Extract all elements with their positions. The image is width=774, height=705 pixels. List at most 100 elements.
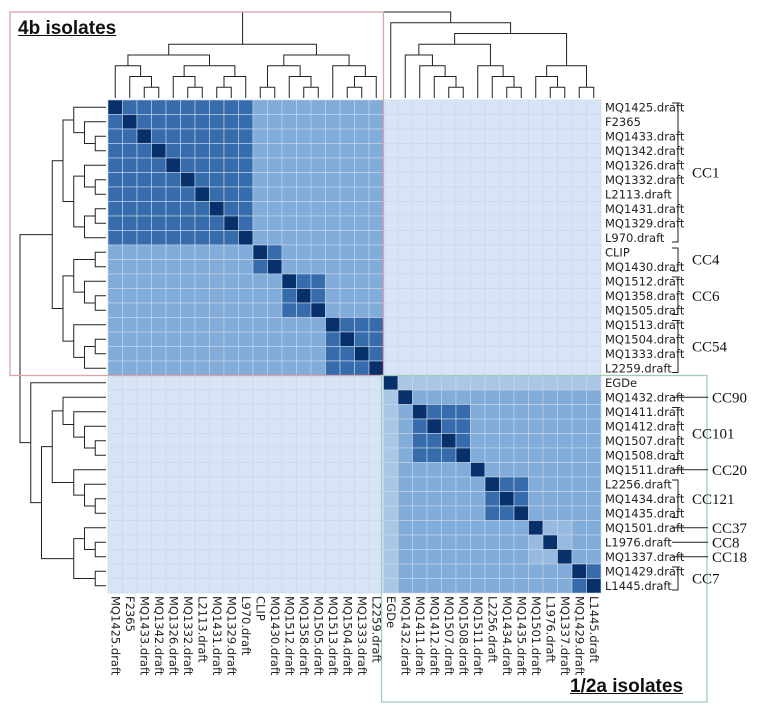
heatmap-cell bbox=[542, 273, 558, 289]
heatmap-cell bbox=[281, 549, 297, 565]
heatmap-cell bbox=[281, 491, 297, 507]
row-label: MQ1358.draft bbox=[605, 289, 685, 303]
heatmap-cell bbox=[107, 375, 123, 391]
group-boxes bbox=[9, 11, 708, 703]
heatmap-cell bbox=[499, 128, 515, 144]
heatmap-cell bbox=[528, 491, 544, 507]
heatmap-cell bbox=[209, 433, 225, 449]
heatmap-cell bbox=[354, 346, 370, 362]
heatmap-cell bbox=[252, 346, 268, 362]
heatmap-cell bbox=[397, 563, 413, 579]
heatmap-cell bbox=[194, 375, 210, 391]
heatmap-cell bbox=[267, 404, 283, 420]
heatmap-cell bbox=[412, 447, 428, 463]
heatmap-cell bbox=[122, 346, 138, 362]
heatmap-cell bbox=[136, 549, 152, 565]
dendrogram-branch bbox=[94, 295, 106, 311]
heatmap-cell bbox=[397, 99, 413, 115]
heatmap-cell bbox=[325, 273, 341, 289]
heatmap-cell bbox=[412, 418, 428, 434]
heatmap-cell bbox=[571, 360, 587, 376]
heatmap-cell bbox=[180, 172, 196, 188]
heatmap-cell bbox=[238, 143, 254, 159]
heatmap-cell bbox=[165, 476, 181, 492]
heatmap-cell bbox=[412, 259, 428, 275]
heatmap-cell bbox=[223, 433, 239, 449]
heatmap-cell bbox=[528, 331, 544, 347]
heatmap-cell bbox=[354, 317, 370, 333]
heatmap-cell bbox=[412, 317, 428, 333]
heatmap-cell bbox=[180, 360, 196, 376]
heatmap-cell bbox=[180, 375, 196, 391]
heatmap-cell bbox=[368, 317, 384, 333]
heatmap-cell bbox=[441, 563, 457, 579]
heatmap-cell bbox=[107, 114, 123, 130]
heatmap-cell bbox=[223, 418, 239, 434]
heatmap-cell bbox=[252, 476, 268, 492]
heatmap-cell bbox=[557, 317, 573, 333]
heatmap-cell bbox=[484, 128, 500, 144]
heatmap-cell bbox=[296, 143, 312, 159]
heatmap-cell bbox=[412, 534, 428, 550]
heatmap-cell bbox=[238, 331, 254, 347]
heatmap-cell bbox=[368, 288, 384, 304]
heatmap-cell bbox=[107, 389, 123, 405]
heatmap-cell bbox=[296, 99, 312, 115]
heatmap-cell bbox=[310, 172, 326, 188]
heatmap-cell bbox=[281, 317, 297, 333]
heatmap-cell bbox=[499, 520, 515, 536]
row-labels: MQ1425.draftF2365MQ1433.draftMQ1342.draf… bbox=[605, 100, 685, 593]
heatmap-cell bbox=[296, 259, 312, 275]
dendrogram-branch bbox=[454, 33, 568, 66]
heatmap-cell bbox=[484, 186, 500, 202]
row-label: MQ1512.draft bbox=[605, 274, 685, 288]
heatmap-cell bbox=[194, 447, 210, 463]
heatmap-cell bbox=[252, 563, 268, 579]
heatmap-cell bbox=[209, 114, 225, 130]
heatmap-cell bbox=[586, 346, 602, 362]
dendrogram-branch bbox=[62, 275, 74, 342]
heatmap-cell bbox=[484, 491, 500, 507]
cc-label: CC7 bbox=[692, 572, 720, 588]
heatmap-cell bbox=[426, 302, 442, 318]
heatmap-cell bbox=[165, 404, 181, 420]
heatmap-cell bbox=[528, 114, 544, 130]
heatmap-cell bbox=[223, 389, 239, 405]
heatmap-cell bbox=[223, 172, 239, 188]
heatmap-cell bbox=[484, 346, 500, 362]
heatmap-cell bbox=[180, 215, 196, 231]
heatmap-cell bbox=[122, 505, 138, 521]
heatmap-cell bbox=[557, 230, 573, 246]
heatmap-cell bbox=[252, 288, 268, 304]
heatmap-cell bbox=[470, 520, 486, 536]
heatmap-cell bbox=[209, 331, 225, 347]
heatmap-cell bbox=[238, 404, 254, 420]
heatmap-cell bbox=[383, 404, 399, 420]
row-label: MQ1412.draft bbox=[605, 419, 685, 433]
heatmap-cell bbox=[441, 201, 457, 217]
column-label: MQ1512.draft bbox=[283, 596, 297, 676]
group-title-4b: 4b isolates bbox=[18, 18, 117, 39]
heatmap-cell bbox=[397, 157, 413, 173]
heatmap-cell bbox=[542, 534, 558, 550]
heatmap-cell bbox=[325, 317, 341, 333]
heatmap-cell bbox=[557, 99, 573, 115]
heatmap-cell bbox=[542, 346, 558, 362]
row-label: MQ1513.draft bbox=[605, 318, 685, 332]
dendrogram-branch bbox=[94, 251, 106, 268]
heatmap-cell bbox=[354, 230, 370, 246]
heatmap-cell bbox=[426, 114, 442, 130]
dendrogram-branch bbox=[73, 411, 106, 438]
heatmap-cell bbox=[426, 317, 442, 333]
heatmap-cell bbox=[557, 534, 573, 550]
cc-label: CC101 bbox=[692, 427, 735, 443]
heatmap-cell bbox=[397, 549, 413, 565]
heatmap-cell bbox=[528, 244, 544, 260]
heatmap-cell bbox=[557, 302, 573, 318]
heatmap-cell bbox=[136, 288, 152, 304]
heatmap-cell bbox=[455, 360, 471, 376]
heatmap-cell bbox=[267, 157, 283, 173]
heatmap-cell bbox=[368, 360, 384, 376]
heatmap-cell bbox=[354, 389, 370, 405]
cc-bracket bbox=[672, 407, 679, 460]
